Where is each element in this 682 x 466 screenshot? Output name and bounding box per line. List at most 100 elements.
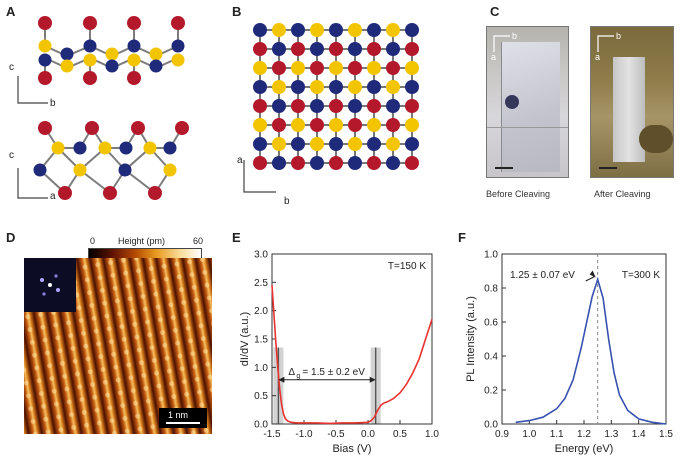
axis-c-left-arrows [493, 35, 510, 52]
gap-arrowhead-right [369, 376, 376, 383]
lattice-atom [329, 137, 343, 151]
lattice-atom [367, 42, 381, 56]
temperature-label: T=150 K [388, 261, 426, 272]
lattice-atom [310, 61, 324, 75]
chart-f: 0.9 1.0 1.1 1.2 1.3 1.4 1.5 0.0 0.2 0.4 0.6 0.8 1.0 E… [465, 250, 673, 456]
photo-before-cleaving [486, 26, 569, 178]
lattice-atom [291, 156, 305, 170]
lattice-atom [253, 156, 267, 170]
y-axis-label: dI/dV (a.u.) [239, 312, 251, 366]
lattice-atom [405, 42, 419, 56]
gap-annotation-value: = 1.5 ± 0.2 eV [302, 367, 365, 378]
axes-bottom [17, 168, 48, 199]
axis-a-bottom-c: c [9, 150, 14, 161]
lattice-atom [348, 137, 362, 151]
panel-letter-e: E [232, 230, 241, 245]
x-tick-label: -0.5 [327, 429, 345, 440]
x-tick-label: 1.5 [659, 429, 673, 440]
colorbar-max: 60 [193, 236, 204, 246]
lattice-atom [253, 61, 267, 75]
x-tick-label: 1.4 [632, 429, 646, 440]
lattice-atom [386, 137, 400, 151]
lattice-atom [386, 23, 400, 37]
x-tick-label: -1.5 [263, 429, 281, 440]
y-tick-label: 3.0 [254, 250, 268, 261]
x-tick-label: 0.9 [495, 429, 509, 440]
lattice-atom [348, 118, 362, 132]
axis-c-right-b: b [616, 31, 622, 41]
scalebar-label: 1 nm [168, 410, 189, 420]
x-tick-label: 1.2 [577, 429, 591, 440]
lattice-atom [291, 99, 305, 113]
lattice-atom [291, 42, 305, 56]
lattice-atom [272, 80, 286, 94]
lattice-atom [386, 99, 400, 113]
lattice-atom [253, 80, 267, 94]
gap-arrowhead-left [278, 376, 285, 383]
lattice-atom [310, 118, 324, 132]
lattice-atom [386, 80, 400, 94]
y-tick-label: 1.0 [484, 250, 498, 261]
lattice-atom [253, 137, 267, 151]
colorbar-label: Height (pm) [118, 236, 166, 246]
y-tick-label: 0.5 [254, 391, 268, 402]
axis-c-right-arrows [597, 35, 614, 52]
lattice-atom [405, 137, 419, 151]
lattice-atom [348, 42, 362, 56]
x-axis-label: Energy (eV) [555, 443, 614, 455]
peak-arrowhead [589, 270, 596, 278]
lattice-axes [243, 160, 276, 193]
chart-e: -1.5 -1.0 -0.5 0.0 0.5 1.0 0.0 0.5 1.0 1.5 2.0 2.5 3… [239, 250, 439, 456]
temperature-label: T=300 K [622, 270, 660, 281]
lattice-atom [329, 156, 343, 170]
lattice-atom [272, 61, 286, 75]
lattice-atom [253, 23, 267, 37]
lattice-atom [272, 118, 286, 132]
panel-letter-d: D [6, 230, 16, 245]
lattice-atom [329, 61, 343, 75]
lattice-atom [367, 80, 381, 94]
panel-letter-a: A [6, 4, 16, 19]
lattice-atom [348, 99, 362, 113]
lattice-atom [405, 61, 419, 75]
lattice-atom [367, 137, 381, 151]
lattice-atom [272, 156, 286, 170]
lattice-atom [386, 61, 400, 75]
axis-a-bottom-a: a [50, 191, 56, 202]
panel-a-crystal-structure [17, 16, 189, 200]
lattice-atom [253, 42, 267, 56]
lattice-atom [386, 156, 400, 170]
lattice-atom [329, 80, 343, 94]
axes-top [17, 76, 48, 104]
lattice-atom [310, 99, 324, 113]
series-line [515, 276, 667, 425]
x-tick-label: 0.0 [361, 429, 375, 440]
lattice-atom [405, 156, 419, 170]
lattice-atom [405, 23, 419, 37]
structure-bottom [39, 127, 183, 194]
axis-b-b: b [284, 196, 290, 207]
lattice-atom [272, 42, 286, 56]
lattice-atom [310, 156, 324, 170]
panel-b-lattice [243, 23, 419, 193]
axis-a-top-b: b [50, 98, 56, 109]
lattice-atom [310, 23, 324, 37]
lattice-atom [291, 80, 305, 94]
photo-after-cleaving [590, 26, 674, 178]
x-axis-label: Bias (V) [332, 443, 371, 455]
lattice-atom [386, 42, 400, 56]
panel-letter-f: F [458, 230, 466, 245]
lattice-atom [272, 23, 286, 37]
lattice-atom [405, 118, 419, 132]
series-line [271, 285, 433, 425]
structure-top-atoms [38, 16, 185, 85]
y-axis-label: PL Intensity (a.u.) [465, 296, 477, 382]
lattice-atom [367, 99, 381, 113]
panel-letter-c: C [490, 4, 500, 19]
y-tick-label: 0.0 [484, 420, 498, 431]
peak-arrow [585, 276, 595, 282]
lattice-atom [310, 137, 324, 151]
lattice-atom [291, 118, 305, 132]
lattice-atom [329, 99, 343, 113]
axis-b-a: a [237, 155, 243, 166]
